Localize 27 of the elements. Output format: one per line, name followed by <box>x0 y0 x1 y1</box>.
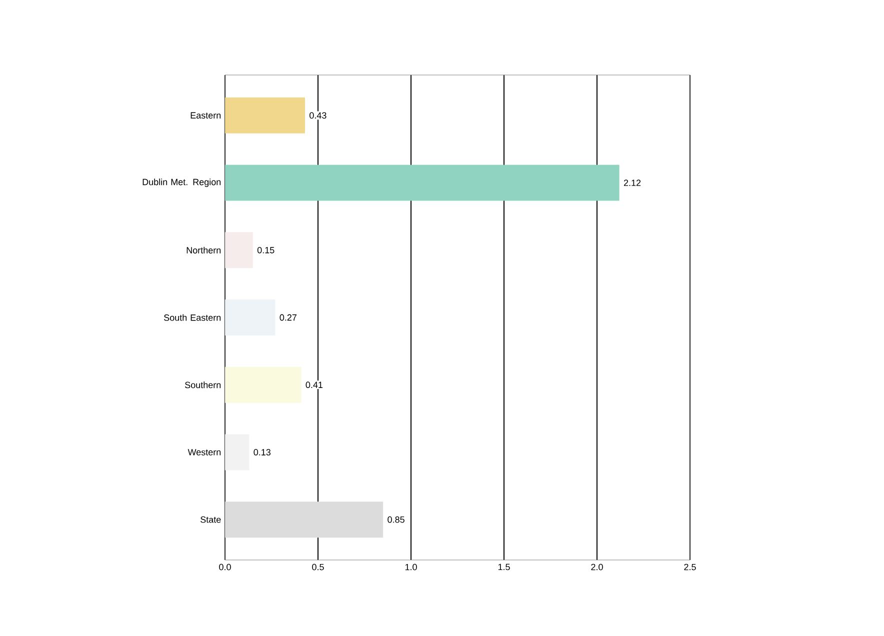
bar <box>225 299 276 336</box>
x-tick-label: 0.0 <box>219 564 231 570</box>
bar <box>225 232 253 268</box>
x-tick-label: 2.5 <box>684 564 696 570</box>
bar <box>225 502 384 538</box>
bar <box>225 164 620 201</box>
bar <box>225 97 305 134</box>
data-label: 0.27 <box>280 314 296 321</box>
y-tick-label: State <box>200 516 221 523</box>
y-tick-label: Southern <box>185 382 221 388</box>
y-tick-label: Eastern <box>190 112 221 119</box>
x-tick-label: 2.0 <box>591 564 603 570</box>
data-label: 0.15 <box>257 246 274 254</box>
y-tick-label: Western <box>188 449 221 456</box>
bar <box>225 434 250 470</box>
x-tick-label: 1.0 <box>405 564 417 570</box>
data-label: 0.13 <box>254 449 271 456</box>
data-label: 0.41 <box>306 382 323 388</box>
bar <box>225 366 302 403</box>
x-tick-label: 1.5 <box>498 564 510 570</box>
data-label: 0.85 <box>388 516 404 523</box>
x-tick-label: 0.5 <box>312 564 324 570</box>
y-tick-label: Northern <box>186 246 221 254</box>
data-label: 2.12 <box>624 180 641 186</box>
y-tick-label: Dublin Met. Region <box>142 178 221 187</box>
data-label: 0.43 <box>310 112 326 119</box>
y-tick-label: South Eastern <box>164 314 221 321</box>
